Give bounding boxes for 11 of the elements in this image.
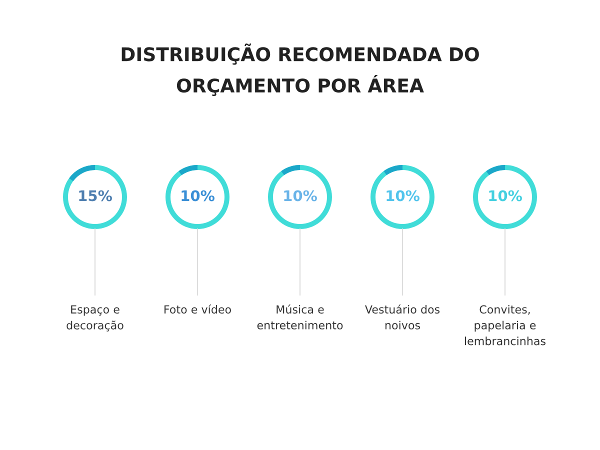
data-label: 10% <box>489 190 522 202</box>
category-label: Espaço e decoração <box>66 305 124 332</box>
data-label: 15% <box>79 190 112 202</box>
category-label: Foto e vídeo <box>164 304 231 314</box>
category-label: Vestuário dos noivos <box>364 304 440 330</box>
data-label: 10% <box>386 190 420 202</box>
category-label: Convites, papelaria e lembrancinhas <box>465 305 546 346</box>
text: DISTRIBUIÇÃO RECOMENDADA DO ORÇAMENTO POR ÁREA <box>122 44 479 96</box>
category-label: Música e entretenimento <box>257 304 343 330</box>
data-label: 10% <box>284 190 317 202</box>
data-label: 10% <box>182 190 214 202</box>
